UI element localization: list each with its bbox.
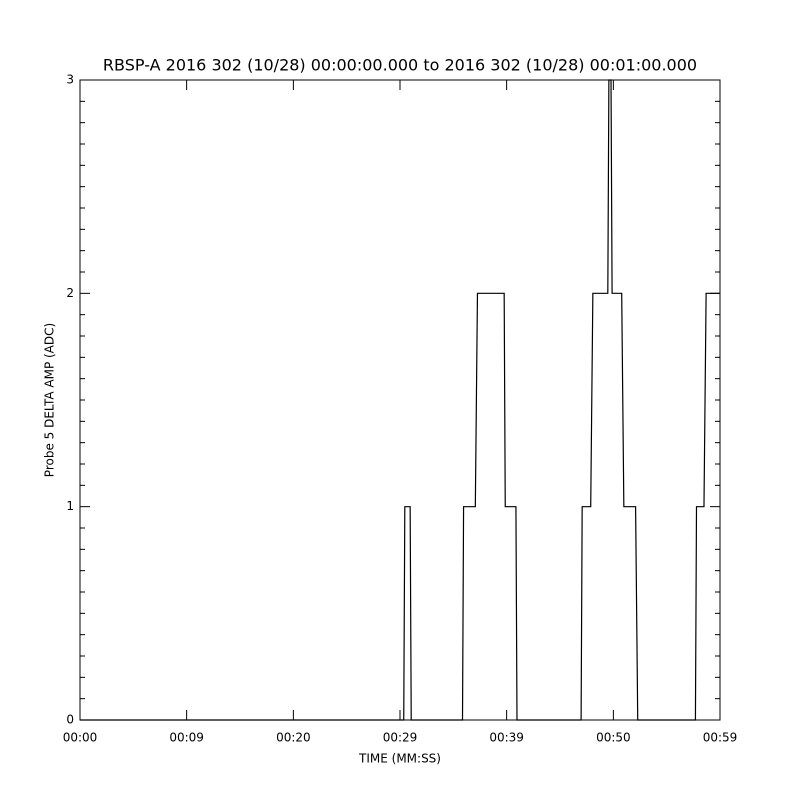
- data-line: [80, 79, 720, 721]
- x-tick-label: 00:29: [383, 731, 418, 745]
- x-tick-label: 00:39: [489, 731, 524, 745]
- y-axis-label: Probe 5 DELTA AMP (ADC): [43, 323, 57, 477]
- x-axis-label: TIME (MM:SS): [358, 752, 441, 766]
- y-tick-label: 3: [66, 73, 74, 87]
- x-tick-label: 00:50: [596, 731, 631, 745]
- y-tick-label: 1: [66, 499, 74, 513]
- x-tick-label: 00:00: [63, 731, 98, 745]
- plot-frame: [79, 79, 721, 721]
- y-tick-label: 0: [66, 713, 74, 727]
- x-tick-label: 00:59: [703, 731, 738, 745]
- x-tick-label: 00:20: [276, 731, 311, 745]
- y-tick-label: 2: [66, 286, 74, 300]
- chart-title: RBSP-A 2016 302 (10/28) 00:00:00.000 to …: [103, 56, 697, 75]
- x-tick-label: 00:09: [169, 731, 204, 745]
